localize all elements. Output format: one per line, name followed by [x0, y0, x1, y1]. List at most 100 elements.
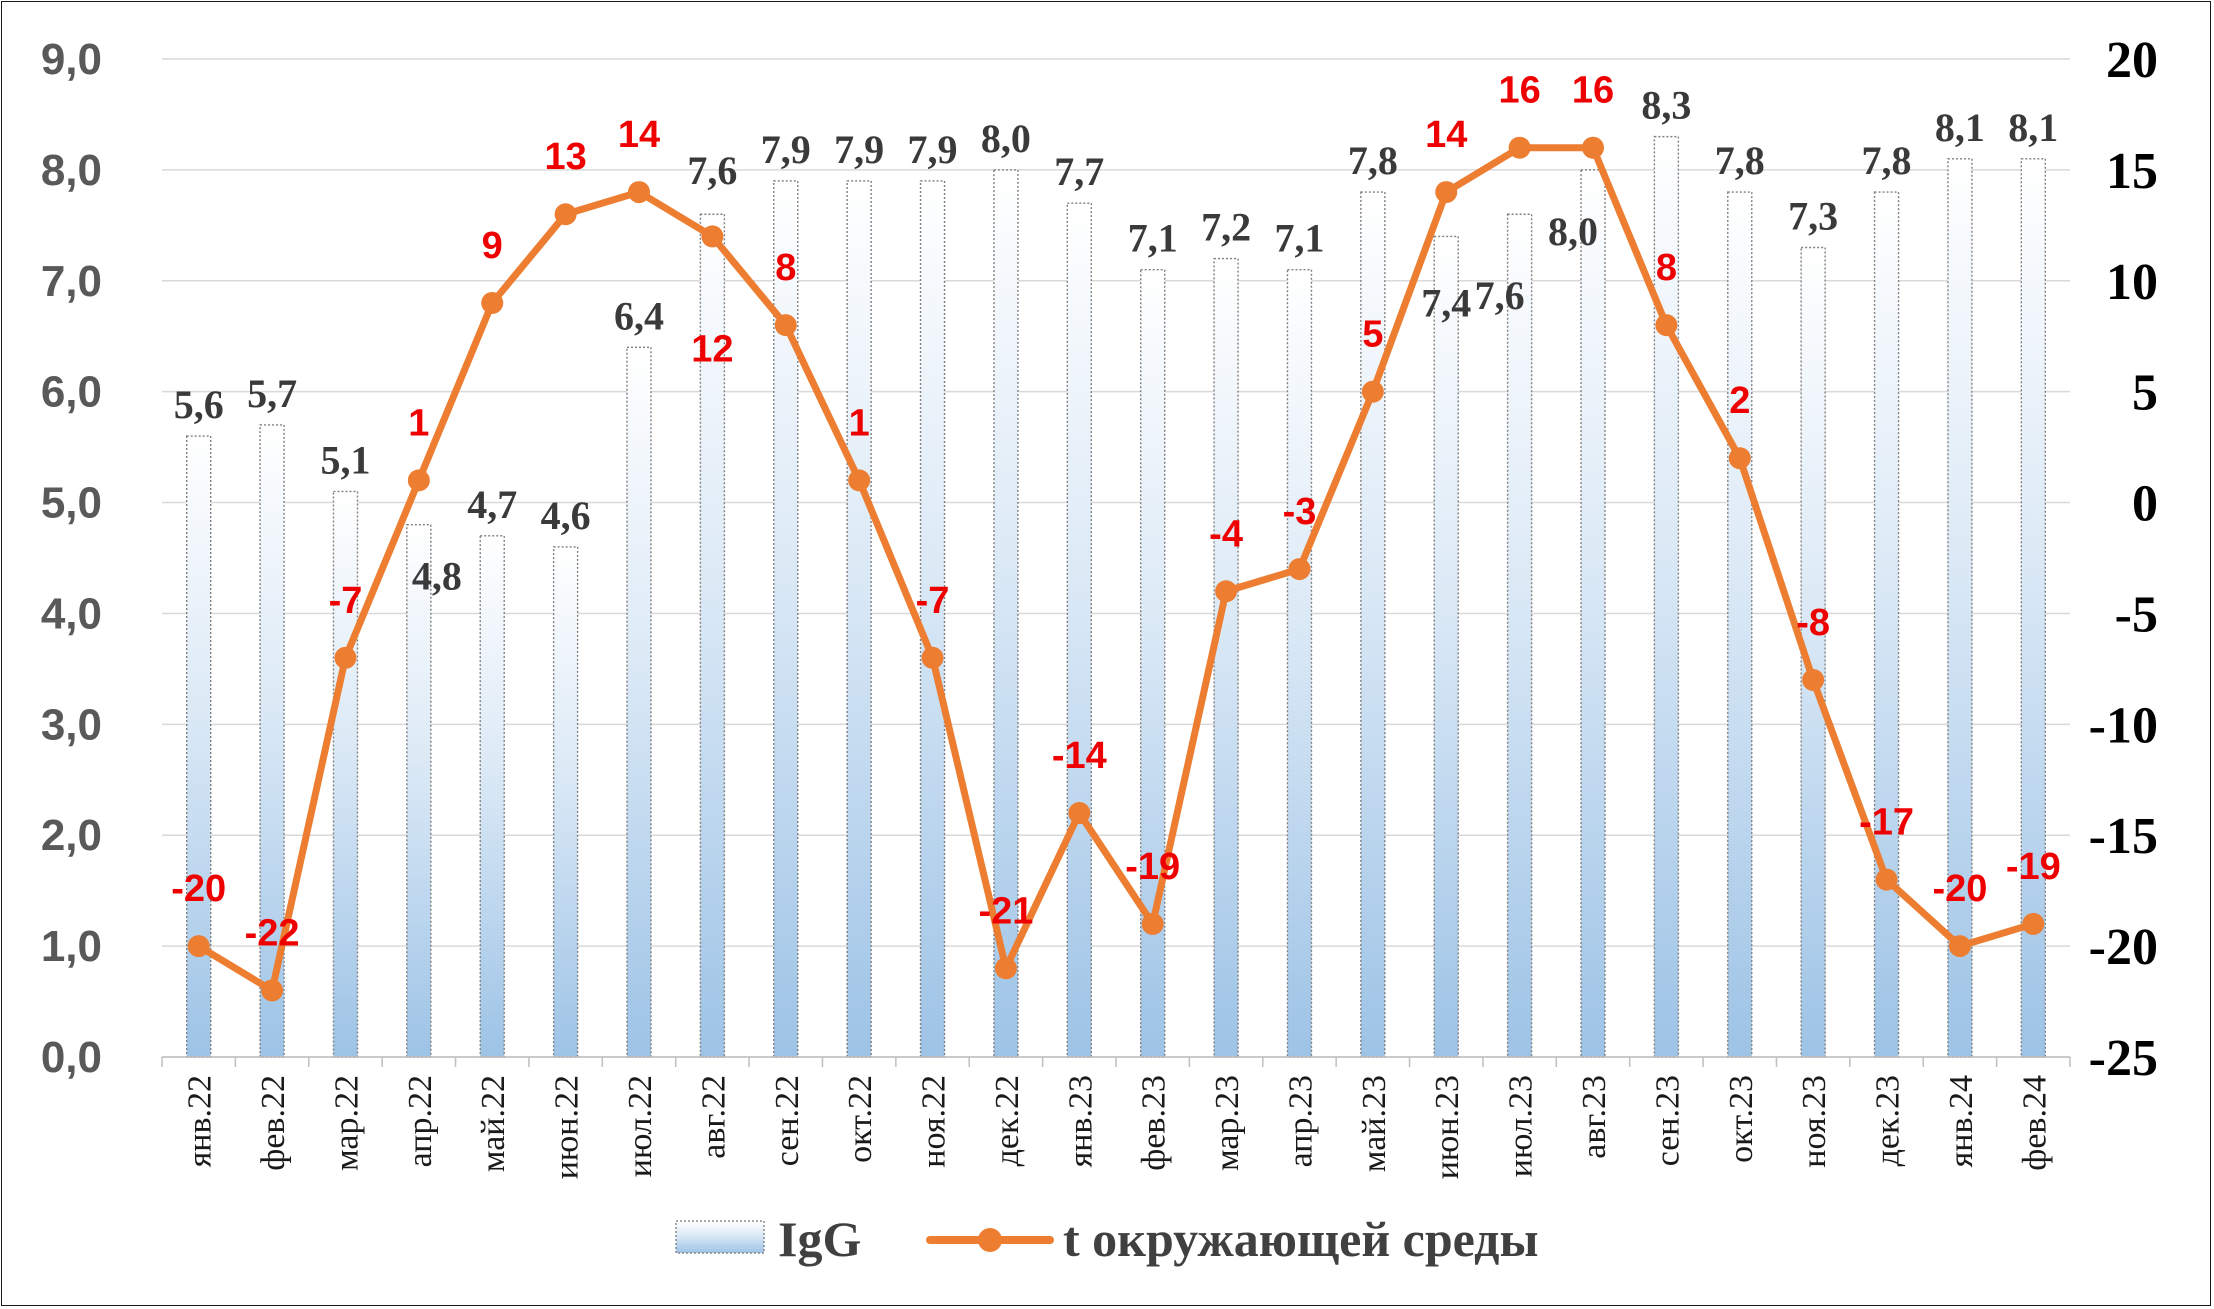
igg-bar-value-label: 8,1 — [2008, 105, 2058, 150]
temperature-value-label: -7 — [916, 580, 950, 622]
temperature-value-label: 8 — [1656, 247, 1677, 289]
temperature-line — [187, 136, 2045, 1002]
temperature-value-label: -21 — [978, 890, 1033, 932]
igg-bar — [332, 490, 359, 1058]
temperature-value-label: 8 — [775, 247, 796, 289]
igg-bar — [406, 524, 432, 1058]
x-tick-label: сен.23 — [1649, 1075, 1686, 1166]
igg-bar-value-label: 6,4 — [614, 293, 664, 338]
igg-bar-value-label: 7,8 — [1715, 138, 1765, 183]
igg-bar-value-label: 7,6 — [687, 148, 737, 193]
y-left-tick-label: 8,0 — [41, 146, 102, 195]
igg-bar-value-label: 7,4 — [1421, 280, 1471, 325]
x-tick-label: сен.22 — [769, 1075, 806, 1166]
y-left-tick-label: 0,0 — [41, 1033, 102, 1082]
temperature-marker — [1948, 935, 1971, 958]
y-left-tick-label: 9,0 — [41, 35, 102, 84]
igg-bar-value-label: 5,6 — [174, 382, 224, 427]
y-left-tick-label: 4,0 — [41, 589, 102, 638]
x-tick-label: май.23 — [1356, 1075, 1393, 1172]
igg-bar — [1873, 191, 1900, 1058]
igg-bar — [626, 346, 652, 1058]
temperature-marker — [1875, 868, 1898, 891]
temperature-value-label: 1 — [849, 402, 870, 444]
igg-bar — [185, 435, 212, 1058]
temperature-marker — [1508, 136, 1531, 159]
y-left-tick-label: 3,0 — [41, 700, 102, 749]
igg-bar-value-label: 5,1 — [320, 437, 370, 482]
igg-bar — [1433, 235, 1459, 1058]
legend: IgG t окружающей среды — [675, 1211, 1539, 1267]
x-tick-label: ноя.23 — [1796, 1075, 1833, 1168]
temperature-labels: -20 -22 -7 1 9 13 14 12 8 1 -7 -21 -14 -19 -4 -3 5 14 16 16… — [171, 70, 2061, 955]
y-right-tick-label: 0 — [2132, 476, 2158, 533]
igg-bar — [1286, 268, 1313, 1058]
temperature-marker — [1435, 181, 1458, 204]
igg-bar-value-label: 7,6 — [1475, 273, 1525, 318]
x-tick-label: мар.23 — [1209, 1075, 1246, 1171]
y-right-tick-label: -25 — [2089, 1030, 2158, 1087]
igg-bar-value-label: 5,7 — [247, 371, 297, 416]
igg-bar — [1580, 169, 1606, 1058]
igg-bar — [1947, 158, 1973, 1058]
temperature-marker — [1802, 668, 1825, 691]
x-tick-label: мар.22 — [328, 1075, 365, 1171]
y-left-tick-label: 6,0 — [41, 368, 102, 417]
y-right-tick-label: 15 — [2106, 143, 2158, 200]
temperature-value-label: 14 — [1425, 114, 1467, 156]
y-right-tick-label: 20 — [2106, 32, 2158, 89]
temperature-value-label: -19 — [1125, 846, 1180, 888]
temperature-marker — [1068, 802, 1091, 825]
igg-bar-value-label: 8,0 — [1548, 209, 1598, 254]
temperature-marker — [774, 314, 797, 337]
legend-swatch-temperature-marker — [978, 1228, 1002, 1252]
x-tick-label: янв.24 — [1943, 1075, 1980, 1167]
temperature-marker — [921, 646, 944, 669]
x-axis: янв.22 фев.22 мар.22 апр.22 май.22 июн.22 июл.… — [161, 1056, 2071, 1179]
igg-bar — [1139, 268, 1166, 1058]
y-right-tick-label: -20 — [2089, 919, 2158, 976]
x-tick-label: июл.23 — [1503, 1075, 1540, 1177]
temperature-marker — [261, 979, 284, 1002]
y-left-tick-label: 1,0 — [41, 922, 102, 971]
igg-bar — [846, 180, 872, 1058]
temperature-value-label: 2 — [1729, 380, 1750, 422]
igg-bar-value-label: 8,3 — [1641, 83, 1691, 128]
igg-bar-value-label: 4,6 — [541, 493, 591, 538]
temperature-value-label: 14 — [618, 114, 660, 156]
igg-bar-value-label: 4,8 — [412, 554, 462, 599]
igg-bar-value-label: 7,8 — [1862, 138, 1912, 183]
temperature-marker — [1728, 447, 1751, 470]
x-tick-label: апр.23 — [1282, 1075, 1319, 1167]
igg-bar — [993, 169, 1019, 1058]
temperature-marker — [187, 935, 210, 958]
temperature-value-label: -14 — [1052, 735, 1107, 777]
igg-bar-value-label: 7,1 — [1274, 216, 1324, 261]
temperature-marker — [407, 469, 430, 492]
y-axis-right: -25 -20 -15 -10 -5 0 5 10 15 20 — [2089, 32, 2158, 1087]
igg-bar-labels: 5,6 5,7 5,1 4,84,7 4,6 6,4 7,6 7,9 7,9 7,9 8,0 7,7 7… — [174, 83, 2059, 599]
legend-label-igg: IgG — [778, 1211, 861, 1267]
temperature-marker — [701, 225, 724, 248]
temperature-marker — [848, 469, 871, 492]
temperature-value-label: 13 — [544, 136, 586, 178]
x-tick-label: апр.22 — [402, 1075, 439, 1167]
y-right-tick-label: 10 — [2106, 254, 2158, 311]
temperature-marker — [1141, 912, 1164, 935]
igg-bar — [1360, 191, 1386, 1058]
igg-bar-value-label: 7,9 — [834, 127, 884, 172]
igg-bar — [259, 424, 285, 1058]
igg-bar-value-label: 7,3 — [1788, 194, 1838, 239]
y-left-tick-label: 2,0 — [41, 811, 102, 860]
temperature-value-label: -8 — [1796, 602, 1830, 644]
temperature-marker — [334, 646, 357, 669]
temperature-value-label: 9 — [482, 225, 503, 267]
igg-bar-value-label: 7,8 — [1348, 138, 1398, 183]
temperature-value-label: 16 — [1572, 70, 1614, 112]
temperature-marker — [554, 203, 577, 226]
x-tick-label: окт.23 — [1723, 1075, 1760, 1163]
temperature-marker — [1582, 136, 1604, 159]
temperature-marker — [1215, 580, 1238, 603]
